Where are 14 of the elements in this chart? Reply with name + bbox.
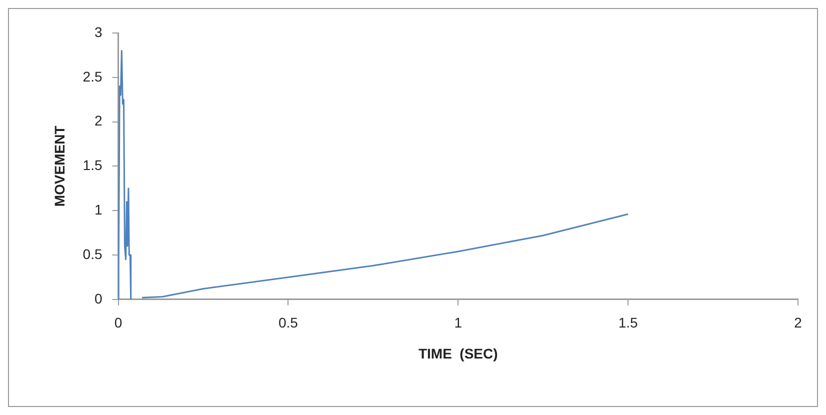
y-tick-label: 2.5 xyxy=(82,68,102,84)
y-tick-label: 3 xyxy=(94,24,102,40)
x-axis-title: TIME (SEC) xyxy=(418,345,498,362)
x-tick-label: 0 xyxy=(114,314,122,331)
y-tick-label: 1 xyxy=(94,201,102,218)
y-axis-title: MOVEMENT xyxy=(51,125,68,207)
y-tick-label: 1.5 xyxy=(82,157,102,174)
x-tick-label: 1 xyxy=(454,314,462,331)
x-tick-label: 1.5 xyxy=(618,314,638,331)
y-tick-label: 0 xyxy=(94,290,102,306)
y-tick-label: 2 xyxy=(94,112,102,129)
y-tick-label: 0.5 xyxy=(82,246,102,262)
x-tick-label: 0.5 xyxy=(278,314,298,331)
x-tick-label: 2 xyxy=(794,314,802,331)
